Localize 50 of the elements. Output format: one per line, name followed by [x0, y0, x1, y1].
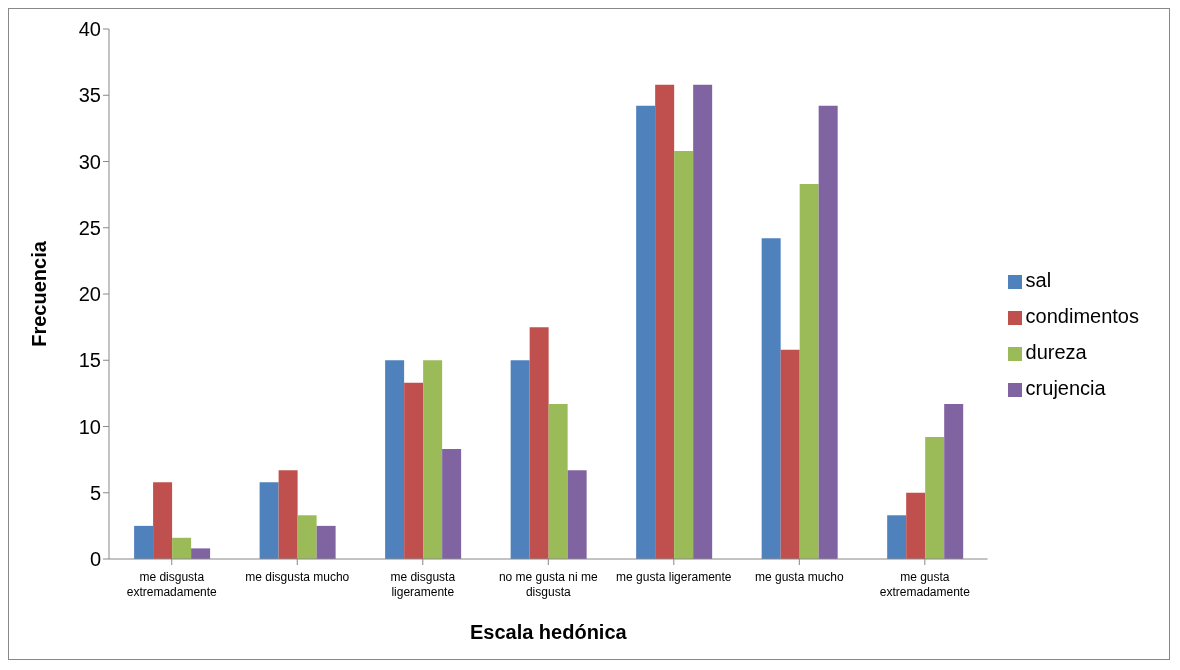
- x-tick-label: me disgusta ligeramente: [390, 570, 456, 599]
- x-tick-label: me disgusta mucho: [245, 570, 350, 584]
- y-tick-label: 5: [89, 481, 101, 504]
- y-tick-label: 25: [78, 216, 101, 239]
- x-tick-label: me gusta extremadamente: [879, 570, 971, 599]
- y-axis-title: Frecuencia: [28, 240, 51, 347]
- bar: [134, 525, 154, 559]
- bar: [799, 184, 819, 559]
- bar: [278, 470, 298, 559]
- legend-label: sal: [1025, 269, 1052, 291]
- y-tick-label: 15: [78, 349, 101, 372]
- bar: [297, 515, 317, 559]
- bar: [423, 360, 443, 559]
- bar: [655, 84, 675, 559]
- bar: [529, 327, 549, 559]
- bar: [567, 470, 587, 559]
- bar: [442, 449, 462, 559]
- bar: [944, 403, 964, 559]
- x-tick-label: me gusta mucho: [754, 570, 844, 584]
- bar: [887, 515, 907, 559]
- x-axis-title: Escala hedónica: [469, 621, 628, 643]
- y-tick-label: 20: [78, 283, 101, 306]
- bar: [385, 360, 405, 559]
- bar: [510, 360, 530, 559]
- bar: [153, 482, 173, 559]
- bar: [780, 349, 800, 559]
- legend-label: condimentos: [1025, 305, 1139, 327]
- legend-label: crujencia: [1025, 377, 1106, 399]
- x-tick-label: me gusta ligeramente: [616, 570, 732, 584]
- bar: [259, 482, 279, 559]
- bar: [693, 84, 713, 559]
- bar: [674, 150, 694, 559]
- bar: [636, 105, 656, 559]
- y-tick-label: 10: [78, 415, 101, 438]
- bar: [404, 382, 424, 559]
- bar: [172, 537, 192, 559]
- bar: [925, 437, 945, 559]
- bar: [818, 105, 838, 559]
- bar: [316, 525, 336, 559]
- y-tick-label: 35: [78, 84, 101, 107]
- x-tick-label: no me gusta ni me disgusta: [498, 570, 598, 599]
- bar: [191, 548, 211, 559]
- x-tick-label: me disgusta extremadamente: [126, 570, 218, 599]
- y-tick-label: 0: [89, 548, 101, 571]
- y-tick-label: 30: [78, 150, 101, 173]
- y-tick-label: 40: [78, 18, 101, 41]
- bar: [548, 403, 568, 559]
- bar: [761, 238, 781, 559]
- legend-label: dureza: [1025, 341, 1087, 363]
- bar: [906, 492, 926, 559]
